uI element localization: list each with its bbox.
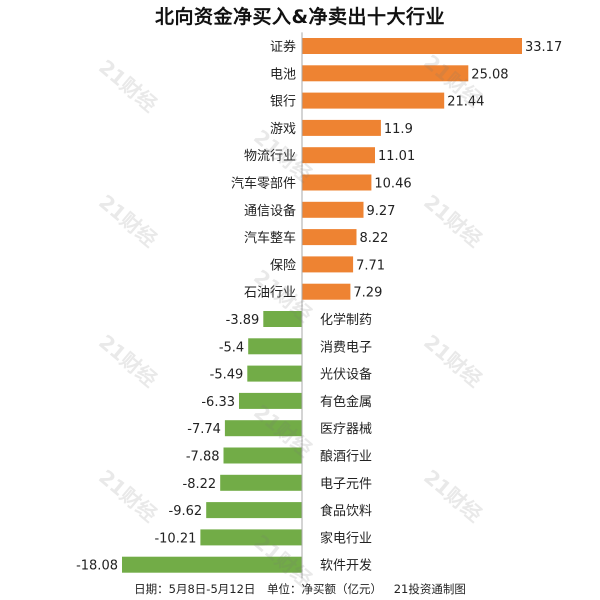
bar-物流行业	[302, 147, 375, 164]
bar-石油行业	[302, 283, 351, 300]
bar-游戏	[302, 119, 381, 136]
category-label: 化学制药	[320, 312, 372, 328]
category-label: 食品饮料	[320, 503, 372, 519]
category-label: 酿酒行业	[320, 449, 372, 465]
value-label: 33.17	[525, 40, 562, 55]
category-label: 汽车零部件	[231, 176, 296, 192]
value-label: 10.46	[374, 177, 411, 192]
category-label: 石油行业	[244, 286, 296, 301]
bar-食品饮料	[206, 502, 302, 519]
category-label: 汽车整车	[244, 230, 296, 246]
value-label: -10.21	[154, 531, 196, 546]
category-label: 家电行业	[320, 530, 372, 546]
value-label: -6.33	[201, 395, 235, 410]
bar-证券	[302, 38, 522, 54]
value-label: -7.74	[187, 422, 221, 437]
bar-保险	[302, 256, 354, 273]
footer-unit: 单位：净买额（亿元）	[267, 582, 383, 596]
bar-酿酒行业	[223, 447, 302, 464]
category-label: 证券	[270, 39, 296, 55]
value-label: 7.29	[353, 286, 382, 301]
bar-家电行业	[200, 529, 302, 546]
category-label: 医疗器械	[320, 422, 372, 437]
category-label: 物流行业	[244, 149, 296, 164]
bar-汽车零部件	[302, 174, 372, 191]
value-label: -7.88	[186, 450, 220, 465]
value-label: -8.22	[183, 477, 217, 492]
value-label: 8.22	[360, 231, 389, 246]
value-label: 9.27	[367, 204, 396, 219]
category-label: 电池	[270, 67, 296, 82]
chart-title: 北向资金净买入&净卖出十大行业	[154, 6, 446, 28]
value-label: -9.62	[169, 504, 203, 519]
bar-电子元件	[220, 474, 302, 491]
chart-footer: 日期：5月8日-5月12日 单位：净买额（亿元） 21投资通制图	[0, 581, 600, 597]
bar-通信设备	[302, 201, 364, 218]
category-label: 软件开发	[320, 558, 372, 574]
category-label: 保险	[270, 258, 296, 273]
value-label: -3.89	[226, 313, 260, 328]
category-label: 游戏	[270, 122, 296, 137]
value-label: 11.01	[378, 149, 415, 164]
bar-光伏设备	[247, 365, 302, 382]
bar-电池	[302, 65, 469, 82]
footer-date: 日期：5月8日-5月12日	[134, 582, 256, 596]
value-label: 7.71	[356, 258, 385, 273]
bar-消费电子	[248, 338, 302, 355]
bar-化学制药	[263, 311, 302, 327]
category-label: 通信设备	[244, 203, 296, 219]
bar-软件开发	[122, 556, 302, 573]
value-label: 25.08	[471, 67, 508, 82]
footer-source: 21投资通制图	[393, 582, 466, 596]
value-label: -18.08	[76, 559, 118, 574]
bar-银行	[302, 92, 445, 109]
value-label: 11.9	[384, 122, 413, 137]
bar-有色金属	[239, 392, 302, 409]
category-label: 消费电子	[320, 340, 372, 355]
bar-汽车整车	[302, 229, 357, 246]
category-label: 有色金属	[320, 394, 372, 410]
category-label: 电子元件	[320, 477, 372, 492]
value-label: 21.44	[447, 95, 484, 110]
category-label: 光伏设备	[320, 367, 372, 383]
value-label: -5.4	[219, 340, 244, 355]
category-label: 银行	[270, 95, 296, 110]
bar-医疗器械	[224, 420, 302, 437]
value-label: -5.49	[210, 368, 244, 383]
